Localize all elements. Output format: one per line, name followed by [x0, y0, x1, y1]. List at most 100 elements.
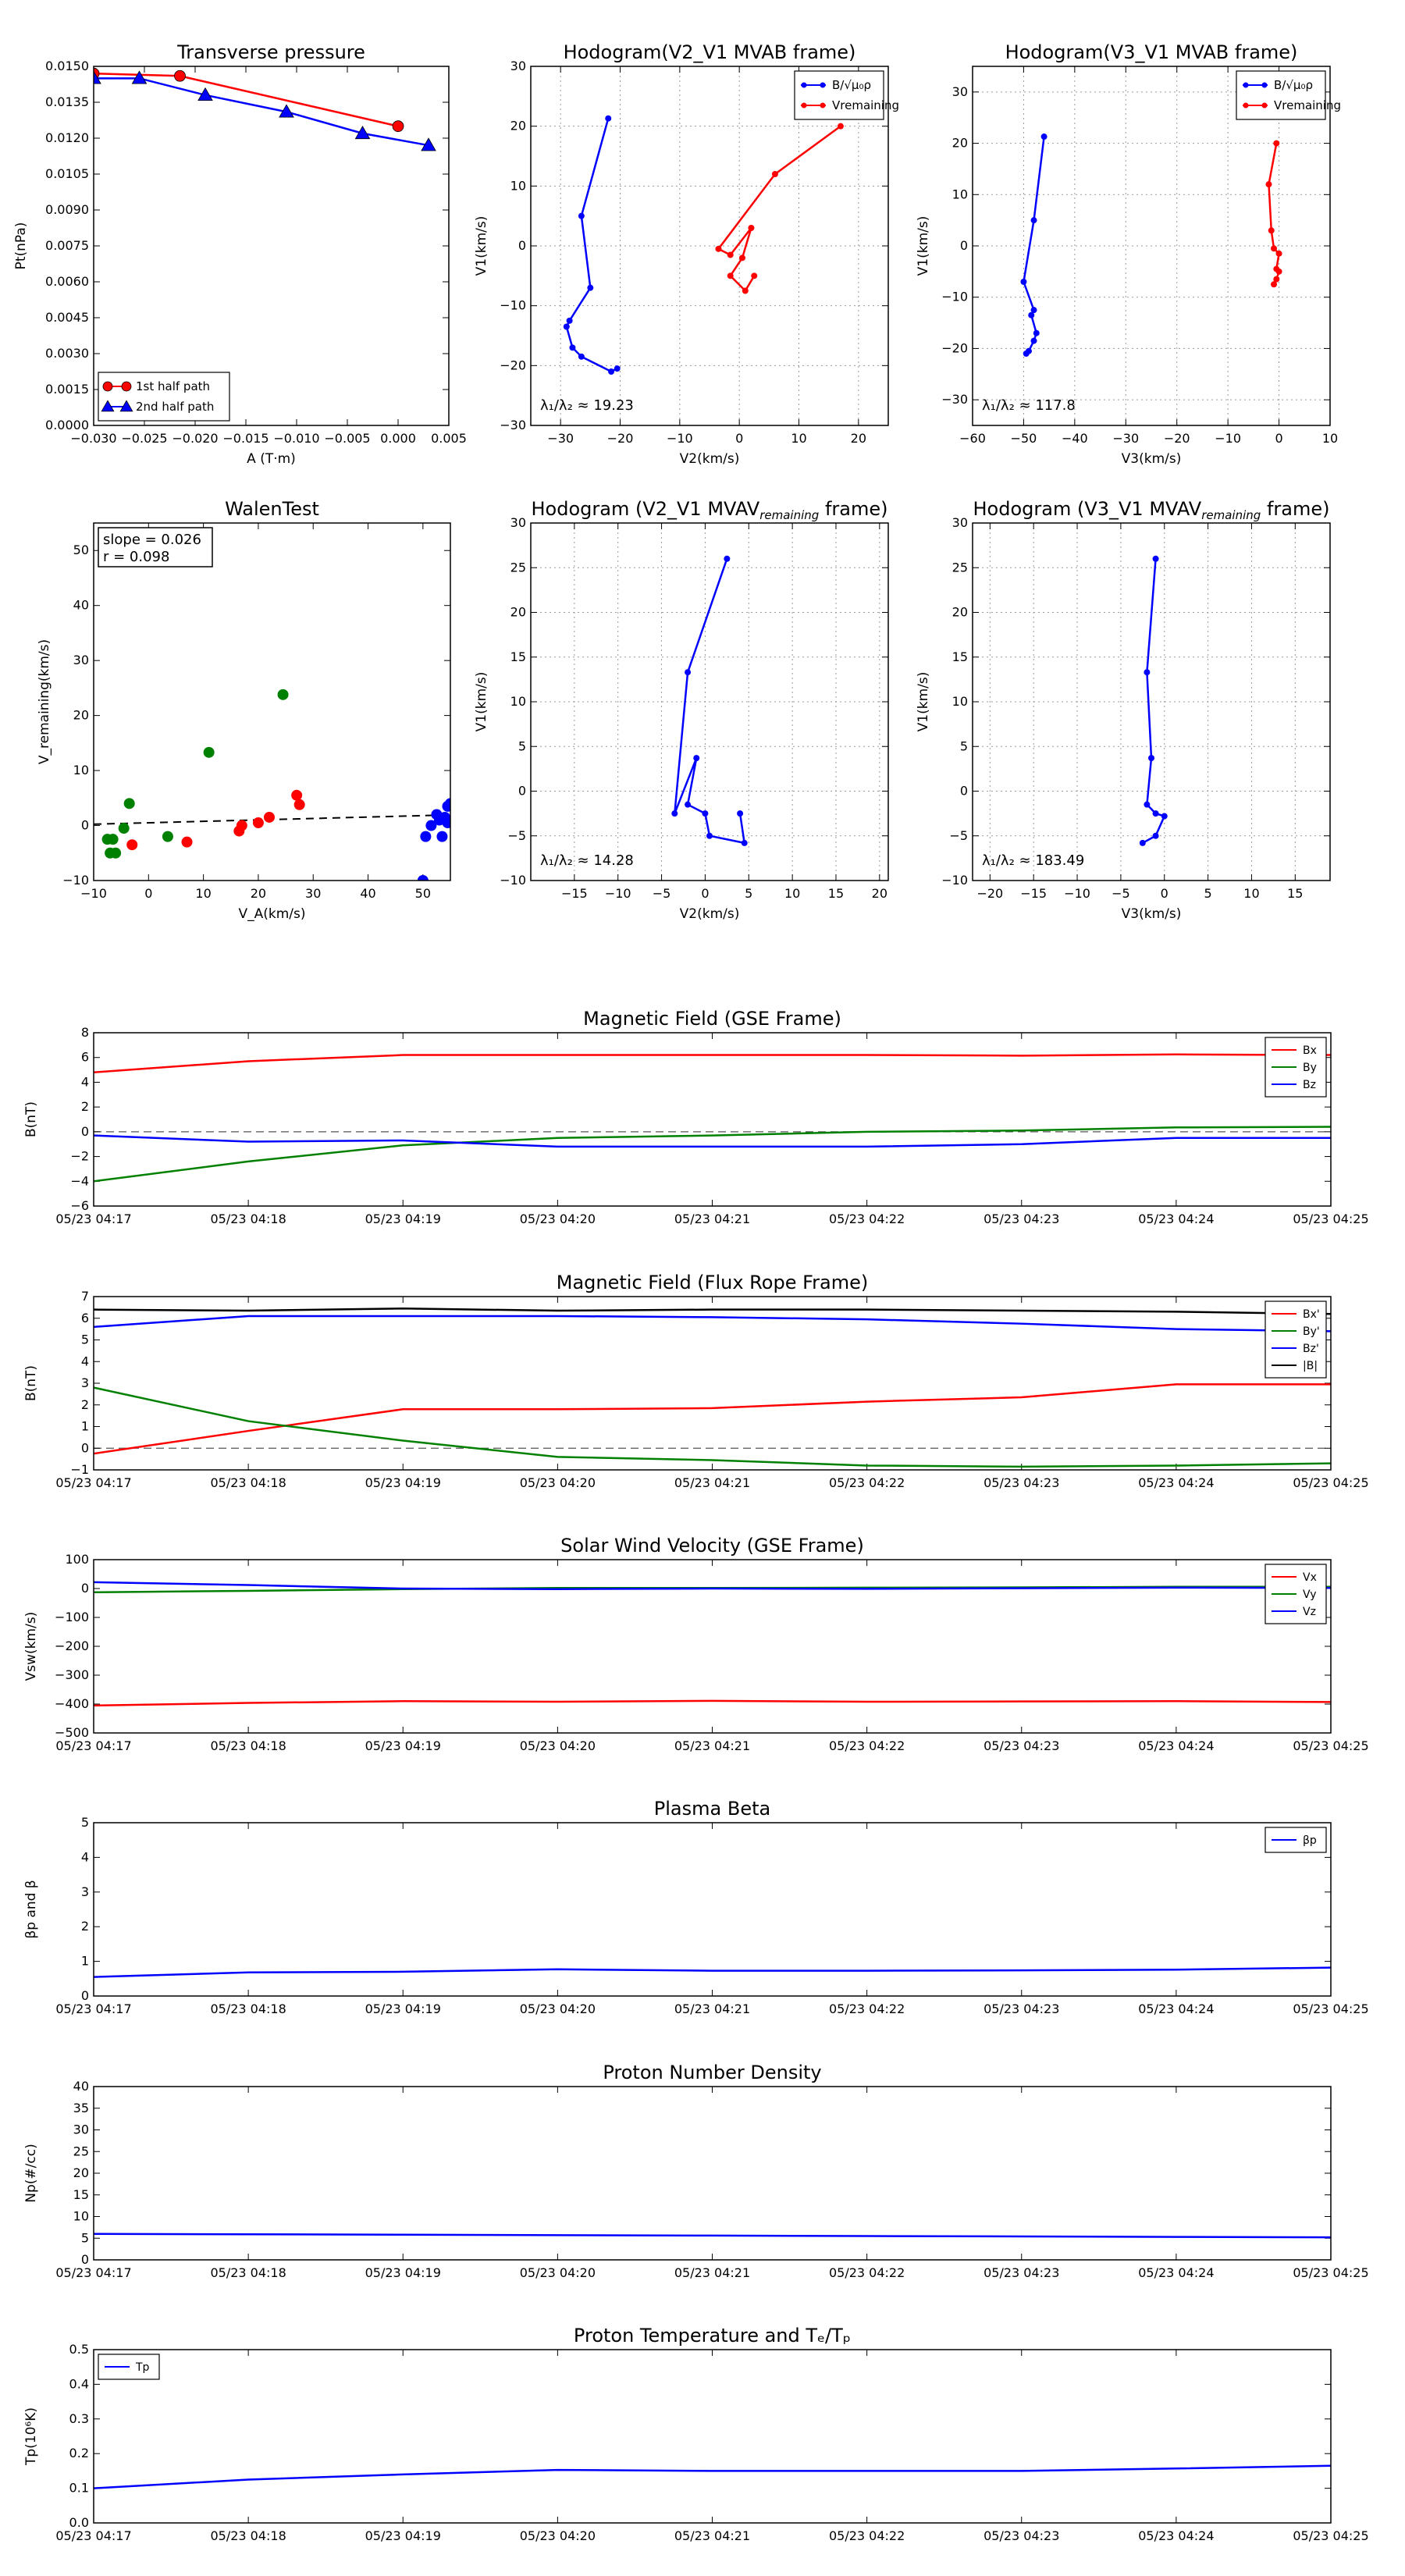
axes-frame: [93, 1822, 1332, 1997]
data-point: [727, 272, 734, 279]
y-tick-label: 10: [73, 763, 89, 777]
y-tick-label: 0: [81, 1124, 89, 1139]
legend-marker: [119, 400, 133, 412]
y-tick-label: 40: [73, 598, 89, 613]
y-tick-label: 0.0135: [45, 94, 89, 109]
scatter-point: [181, 836, 193, 848]
y-tick-label: −6: [70, 1198, 89, 1213]
data-point: [587, 284, 594, 291]
axes-frame: [93, 522, 451, 881]
legend-label: Bz: [1303, 1079, 1316, 1091]
x-tick-label: −0.020: [172, 431, 218, 446]
y-axis-label: V_remaining(km/s): [37, 639, 52, 764]
magnetic-field-gse-chart: 05/23 04:17 05/23 04:18 05/23 04:19 05/23 0…: [23, 1008, 1369, 1226]
x-tick-label: 05/23 04:23: [984, 2001, 1059, 2016]
plot-area: [94, 1053, 1331, 1183]
chart-title: Hodogram (V2_V1 MVAVremaining frame): [532, 498, 888, 522]
x-tick-label: 05/23 04:22: [829, 2265, 905, 2280]
x-tick-label: 05/23 04:18: [210, 2265, 286, 2280]
data-point: [1139, 839, 1146, 846]
legend-marker: [801, 102, 807, 109]
legend-marker: [121, 381, 132, 392]
y-tick-label: −10: [62, 873, 89, 888]
legend-label: Vremaining: [1274, 98, 1341, 112]
x-tick-label: 05/23 04:20: [520, 1738, 596, 1753]
x-tick-label: −10: [667, 431, 693, 446]
y-tick-label: 3: [81, 1375, 89, 1390]
data-point: [1040, 133, 1048, 141]
axes-frame: [93, 66, 450, 426]
y-tick-label: 4: [81, 1074, 89, 1089]
y-tick-label: 20: [510, 119, 526, 133]
axes-frame: [93, 2349, 1332, 2524]
data-point: [1144, 801, 1151, 808]
y-tick-label: 2: [81, 1099, 89, 1114]
data-point: [671, 810, 678, 817]
plot-area: [1139, 555, 1168, 846]
y-tick-label: −5: [507, 828, 526, 843]
y-tick-label: 20: [952, 605, 968, 620]
x-tick-label: 05/23 04:19: [365, 1212, 441, 1226]
legend-marker: [801, 82, 807, 88]
axes-frame: [93, 1559, 1332, 1734]
data-point: [693, 755, 700, 762]
y-tick-label: 0.1: [69, 2481, 89, 2496]
data-point: [605, 115, 612, 122]
chart-title: Solar Wind Velocity (GSE Frame): [560, 1535, 864, 1557]
x-tick-label: 05/23 04:17: [55, 1738, 131, 1753]
data-point: [837, 123, 844, 130]
x-tick-label: −0.030: [70, 431, 116, 446]
x-tick-label: 0: [1161, 886, 1168, 901]
data-point: [748, 225, 755, 231]
x-tick-label: 05/23 04:21: [674, 1475, 750, 1490]
y-tick-label: −400: [55, 1696, 89, 1711]
x-tick-label: 05/23 04:22: [829, 2001, 905, 2016]
data-point: [563, 323, 570, 330]
plot-area: [94, 1308, 1331, 1468]
series-line-0: [565, 118, 618, 373]
x-tick-label: 5: [1204, 886, 1212, 901]
x-tick-label: −15: [561, 886, 588, 901]
x-tick-label: 20: [851, 431, 866, 446]
y-tick-label: 0: [81, 818, 89, 833]
data-point: [569, 344, 576, 351]
series-line-0: [94, 1383, 1331, 1455]
y-tick-label: 100: [65, 1552, 89, 1567]
data-point: [197, 87, 213, 101]
x-tick-label: 0: [144, 886, 152, 901]
y-tick-label: 1: [81, 1419, 89, 1434]
x-tick-label: 20: [872, 886, 887, 901]
x-tick-label: 05/23 04:25: [1293, 1212, 1368, 1226]
y-tick-label: 25: [510, 560, 526, 575]
y-tick-label: 15: [510, 649, 526, 664]
y-tick-label: 0.0150: [45, 59, 89, 73]
stats-text: r = 0.098: [103, 549, 169, 565]
legend-label: 1st half path: [136, 379, 210, 393]
data-point: [1148, 755, 1154, 762]
y-tick-label: 3: [81, 1884, 89, 1899]
legend: B/√μ₀ρ Vremaining: [794, 70, 899, 120]
y-tick-label: −300: [55, 1667, 89, 1682]
x-tick-label: 05/23 04:24: [1138, 2265, 1214, 2280]
hodogram-v2-v1-mvab-chart: −30 −20 −10 0 10 20 −30 −20 −10 0 10 20 30 Hodogram(V…: [474, 41, 899, 467]
y-tick-label: −200: [55, 1638, 89, 1653]
x-tick-label: 05/23 04:20: [520, 2265, 596, 2280]
y-tick-label: 0.0120: [45, 130, 89, 145]
x-tick-label: −20: [1164, 431, 1190, 446]
legend: Bx By Bz: [1264, 1037, 1327, 1098]
data-point: [1275, 268, 1282, 275]
data-point: [578, 212, 585, 219]
scatter-point: [110, 847, 122, 859]
chart-title: WalenTest: [225, 498, 319, 520]
data-point: [1268, 227, 1275, 234]
x-axis-label: V3(km/s): [1122, 451, 1182, 467]
proton-number-density-chart: 05/23 04:17 05/23 04:18 05/23 04:19 05/23 0…: [23, 2062, 1369, 2280]
x-tick-label: 15: [1287, 886, 1303, 901]
data-point: [279, 104, 294, 118]
data-point: [771, 171, 778, 177]
data-point: [1152, 555, 1159, 562]
x-tick-label: 05/23 04:25: [1293, 2265, 1368, 2280]
axes-frame: [93, 1032, 1332, 1207]
y-tick-label: 10: [73, 2209, 89, 2224]
x-tick-label: 10: [1243, 886, 1259, 901]
